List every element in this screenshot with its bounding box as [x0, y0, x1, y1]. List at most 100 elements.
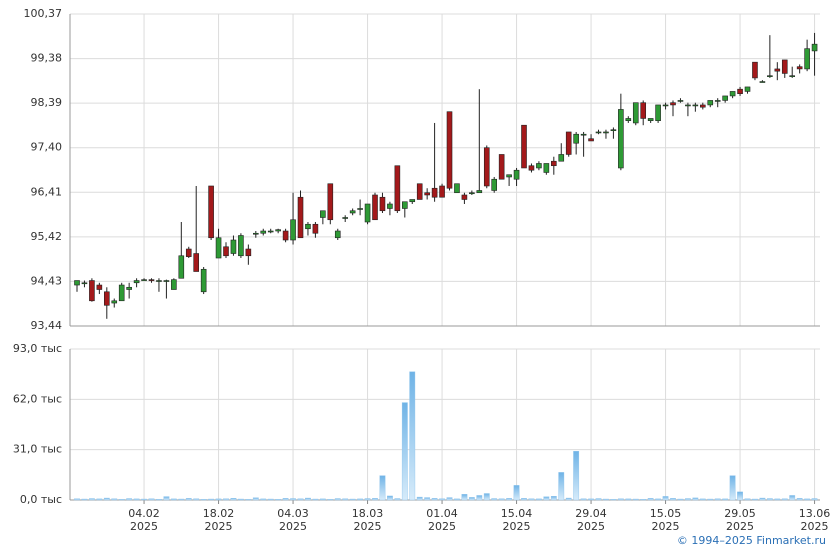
volume-bar	[170, 498, 177, 501]
volume-bar	[498, 498, 505, 501]
x-tick-label: 15.05	[650, 507, 682, 520]
volume-bar	[744, 498, 751, 501]
volume-bar	[178, 498, 185, 501]
volume-bar	[737, 491, 743, 501]
candle-body	[744, 86, 751, 92]
candle-body	[565, 131, 572, 155]
candle-body	[767, 75, 773, 77]
x-tick-year: 2025	[801, 520, 829, 533]
volume-bar	[319, 498, 326, 501]
volume-bar	[610, 498, 617, 501]
volume-bar	[260, 498, 267, 501]
y-tick-label: 93,44	[31, 319, 63, 332]
x-tick-label: 29.05	[724, 507, 756, 520]
volume-bar	[714, 498, 721, 501]
candle-body	[722, 95, 728, 101]
volume-bar	[305, 497, 311, 501]
candle-body	[588, 138, 594, 142]
candle-body	[528, 165, 535, 171]
candle-body	[670, 102, 676, 106]
candle-body	[685, 104, 691, 107]
candle-body	[781, 59, 788, 74]
candle-body	[96, 284, 103, 290]
candle-body	[238, 235, 244, 257]
volume-bar	[655, 498, 662, 501]
candle-body	[483, 147, 490, 187]
candle-body	[536, 163, 542, 169]
volume-bar	[603, 498, 609, 501]
volume-bar	[74, 498, 80, 501]
candle-body	[811, 43, 818, 52]
volume-bar	[148, 498, 155, 501]
volume-bar	[550, 496, 557, 501]
candle-body	[461, 194, 468, 200]
candle-body	[431, 187, 438, 198]
volume-bar	[617, 498, 624, 501]
volume-bar	[290, 498, 296, 501]
y-tick-label: 98,39	[31, 96, 63, 109]
volume-bar	[416, 496, 423, 501]
x-tick-year: 2025	[726, 520, 754, 533]
volume-bar	[543, 496, 550, 501]
volume-bar	[208, 498, 215, 501]
volume-bar	[372, 498, 378, 501]
volume-bar	[431, 498, 438, 501]
candle-body	[632, 102, 639, 124]
volume-bar	[327, 498, 334, 501]
volume-bar	[685, 498, 691, 501]
candle-body	[394, 165, 401, 212]
y-tick-label: 94,43	[31, 274, 63, 287]
volume-bar	[565, 497, 572, 501]
volume-bar	[759, 497, 766, 501]
y2-tick-label: 62,0 тыс	[13, 392, 62, 405]
volume-bar	[81, 498, 88, 501]
volume-bar	[707, 498, 714, 501]
volume-bar	[811, 498, 818, 501]
volume-bar	[476, 495, 483, 501]
candle-body	[610, 129, 617, 132]
candle-body	[446, 111, 453, 189]
candle-body	[551, 160, 557, 167]
volume-bar	[670, 498, 676, 501]
y-tick-label: 100,37	[24, 7, 63, 20]
candle-body	[118, 284, 125, 302]
copyright[interactable]: © 1994–2025 Finmarket.ru	[677, 534, 826, 547]
volume-bar	[692, 497, 699, 501]
candle-body	[543, 163, 550, 173]
volume-bar	[103, 497, 110, 501]
volume-bar	[401, 402, 408, 501]
candle-body	[521, 124, 527, 169]
candle-body	[223, 246, 229, 257]
candle-body	[126, 286, 132, 290]
volume-bar	[193, 498, 200, 501]
volume-bar	[223, 498, 229, 501]
volume-bar	[781, 498, 788, 501]
volume-bar	[580, 498, 587, 501]
x-tick-label: 13.06	[799, 507, 831, 520]
volume-bar	[126, 498, 133, 501]
candle-body	[312, 223, 319, 234]
volume-bar	[379, 475, 386, 501]
x-tick-label: 01.04	[426, 507, 458, 520]
candle-body	[104, 291, 110, 306]
candle-body	[230, 239, 237, 254]
volume-bar	[506, 498, 513, 501]
x-tick-label: 04.03	[277, 507, 309, 520]
volume-bar	[573, 451, 580, 501]
candle-body	[282, 230, 289, 241]
volume-bar	[796, 498, 803, 501]
candle-body	[185, 248, 192, 257]
y2-tick-label: 93,0 тыс	[13, 342, 62, 355]
volume-bar	[640, 498, 647, 501]
volume-bar	[133, 498, 140, 501]
candle-body	[647, 118, 654, 122]
volume-bar	[312, 498, 319, 501]
volume-bar	[409, 371, 416, 501]
y2-tick-label: 0,0 тыс	[20, 493, 62, 506]
candle-body	[349, 210, 356, 214]
volume-bar	[595, 498, 602, 501]
candle-body	[260, 230, 267, 234]
volume-bar	[357, 498, 364, 501]
volume-bar	[774, 498, 781, 501]
